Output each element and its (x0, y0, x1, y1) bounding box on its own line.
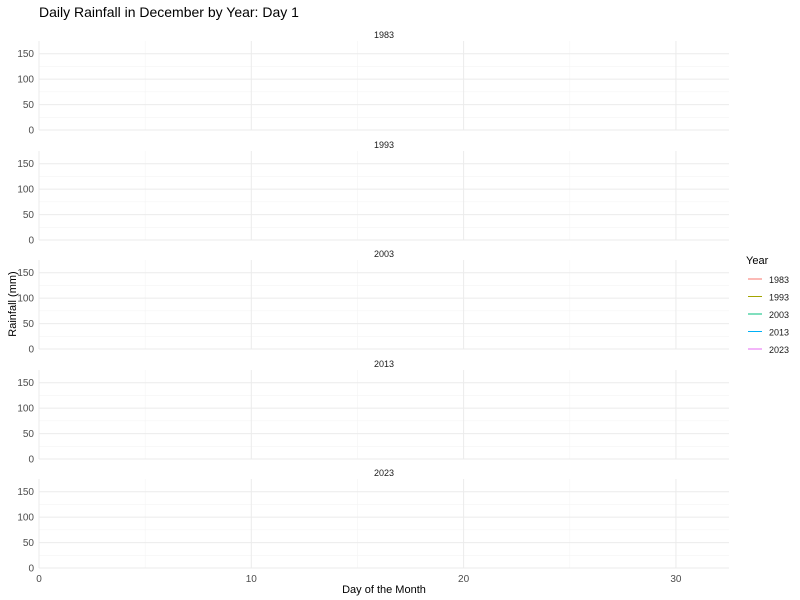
facet-panel-1983: 1983 0 50 100 150 (17, 30, 729, 137)
x-axis-title: Day of the Month (342, 584, 426, 596)
legend-label: 1983 (769, 275, 789, 285)
legend-title: Year (746, 255, 769, 267)
legend-label: 2003 (769, 310, 789, 320)
x-tick-label: 0 (36, 574, 42, 585)
facet-strip-label: 2023 (374, 468, 394, 478)
facet-panel-1993: 1993 0 50 100 150 (17, 140, 729, 247)
legend-item-1993: 1993 (748, 293, 789, 303)
chart-title: Daily Rainfall in December by Year: Day … (39, 4, 299, 20)
legend-items: 1983 1993 2003 2013 2023 (748, 275, 789, 355)
y-tick-label: 50 (23, 319, 35, 330)
facet-panel-2013: 2013 0 50 100 150 (17, 359, 729, 466)
x-tick-label: 20 (458, 574, 470, 585)
y-tick-label: 100 (17, 513, 34, 524)
legend-label: 1993 (769, 293, 789, 303)
facet-strip-label: 1993 (374, 140, 394, 150)
facet-strip-label: 2003 (374, 249, 394, 259)
y-tick-label: 50 (23, 210, 35, 221)
y-tick-label: 0 (28, 236, 34, 247)
legend-item-2013: 2013 (748, 328, 789, 338)
facet-panels: 1983050100150199305010015020030501001502… (17, 30, 729, 585)
facet-strip-label: 1983 (374, 30, 394, 40)
legend-item-1983: 1983 (748, 275, 789, 285)
y-tick-label: 0 (28, 564, 34, 575)
y-tick-label: 0 (28, 345, 34, 356)
facet-panel-2003: 2003 0 50 100 150 (17, 249, 729, 356)
y-tick-label: 150 (17, 49, 34, 60)
y-tick-label: 100 (17, 294, 34, 305)
legend-label: 2013 (769, 328, 789, 338)
legend-item-2003: 2003 (748, 310, 789, 320)
y-tick-label: 50 (23, 429, 35, 440)
facet-panel-2023: 2023 0 50 100 150 (17, 468, 729, 575)
legend-item-2023: 2023 (748, 345, 789, 355)
x-tick-label: 30 (670, 574, 682, 585)
y-tick-label: 100 (17, 404, 34, 415)
x-tick-label: 10 (246, 574, 258, 585)
facet-strip-label: 2013 (374, 359, 394, 369)
y-tick-label: 100 (17, 185, 34, 196)
y-axis-title: Rainfall (mm) (7, 271, 19, 336)
legend-label: 2023 (769, 345, 789, 355)
y-tick-label: 150 (17, 268, 34, 279)
y-tick-label: 50 (23, 538, 35, 549)
y-tick-label: 0 (28, 455, 34, 466)
y-tick-label: 150 (17, 487, 34, 498)
y-tick-label: 150 (17, 159, 34, 170)
y-tick-label: 50 (23, 100, 35, 111)
y-tick-label: 0 (28, 126, 34, 137)
y-tick-label: 100 (17, 75, 34, 86)
legend: Year 1983 1993 2003 2013 2023 (746, 255, 789, 355)
y-tick-label: 150 (17, 378, 34, 389)
